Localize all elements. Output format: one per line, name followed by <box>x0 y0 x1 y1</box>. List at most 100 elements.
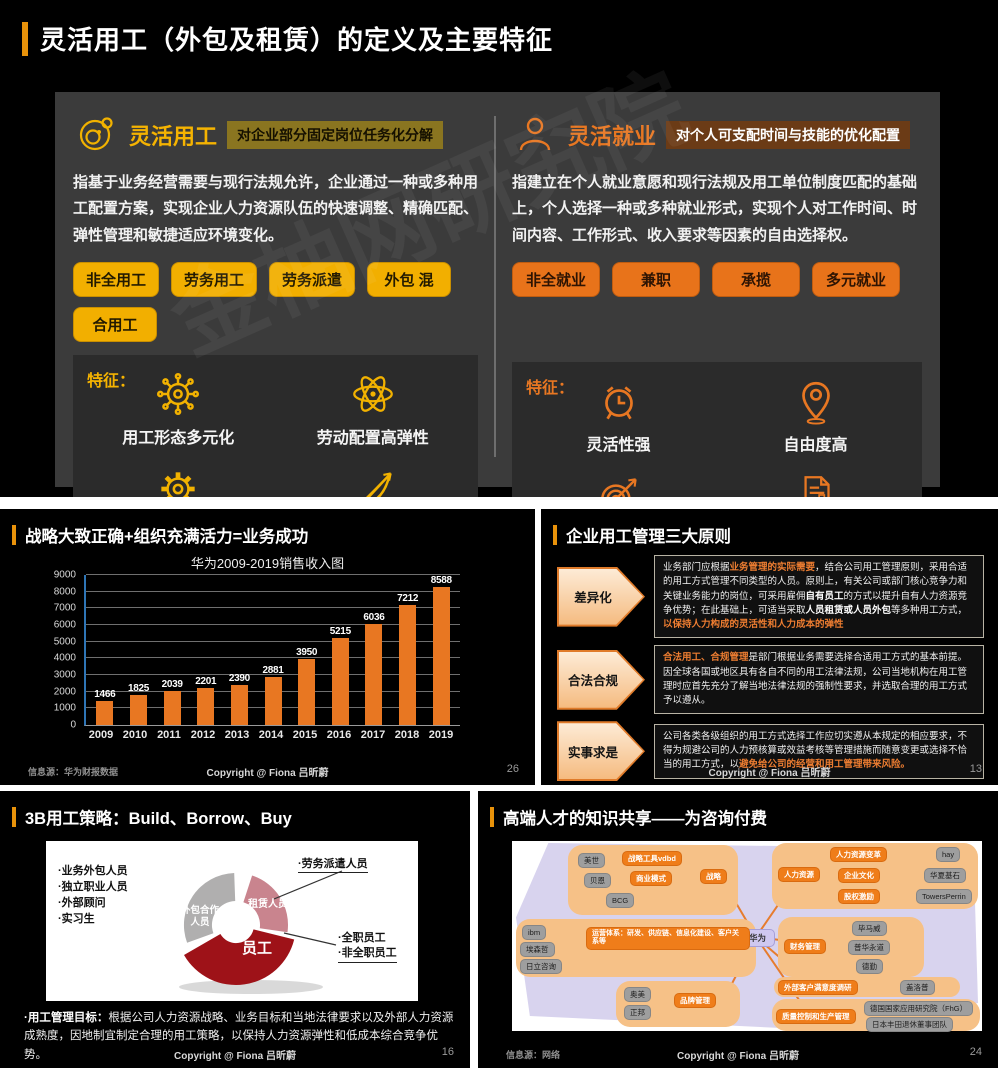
features-box: 特征： 灵活性强 <box>512 361 922 497</box>
source-note: 信息源：网络 <box>506 1050 561 1060</box>
features-label: 特征： <box>526 379 575 397</box>
slide-title: 3B用工策略：Build、Borrow、Buy <box>25 810 292 828</box>
column-header: 灵活就业 对个人可支配时间与技能的优化配置 <box>512 112 922 158</box>
slide-title-row: 战略大致正确+组织充满活力=业务成功 <box>12 523 308 547</box>
title-accent-bar <box>22 21 28 56</box>
text-segment: 业务管理的实际需要 <box>729 562 816 573</box>
mindmap-node: 德国国家应用研究院（FhG） <box>864 1001 974 1016</box>
pill-laowu-paiqian: 劳务派遣 <box>269 261 356 297</box>
section-tag: 对企业部分固定岗位任务化分解 <box>227 121 444 149</box>
feature-label: 用工形态多元化 <box>122 429 235 447</box>
copyright: Copyright @ Fiona 吕昕蔚 <box>677 1051 799 1062</box>
pill-duoyuan-jiuye: 多元就业 <box>812 261 900 297</box>
feature-cell: 灵活性强 <box>520 376 717 455</box>
principle-text: 公司各类各级组织的用工方式选择工作应切实遵从本规定的相应要求，不得为规避公司的人… <box>654 723 984 779</box>
mindmap-node: ibm <box>522 925 547 940</box>
bar-value-label: 2881 <box>262 664 284 676</box>
feature-label: 劳动配置高弹性 <box>316 429 429 447</box>
bar <box>298 659 316 725</box>
donut-chart <box>179 870 343 994</box>
list-item: ·非全职员工 <box>338 947 397 959</box>
copyright: Copyright @ Fiona 吕昕蔚 <box>174 1051 296 1062</box>
gridline <box>86 624 460 625</box>
mindmap-node: 毕马威 <box>852 921 887 936</box>
work-type-pills: 非全用工 劳务用工 劳务派遣 外包 混 合用工 <box>73 261 478 342</box>
bar <box>365 624 383 725</box>
location-pin-icon <box>801 381 830 425</box>
copyright: Copyright @ Fiona 吕昕蔚 <box>708 768 831 779</box>
segment-employee <box>184 929 295 986</box>
arrow-shape: 差异化 <box>557 566 645 627</box>
text-segment: 合法用工、合规管理 <box>663 652 749 664</box>
page-number: 13 <box>969 763 982 775</box>
title-accent-bar <box>12 807 16 827</box>
flex-jobs-column: 灵活就业 对个人可支配时间与技能的优化配置 指建立在个人就业意愿和现行法规及用工… <box>512 112 922 497</box>
slide-flex-definition: 灵活用工（外包及租赁）的定义及主要特征 金柚网研究院 灵活用工 对企业部分固定岗… <box>0 0 998 497</box>
atom-icon <box>352 375 393 412</box>
copyright: Copyright @ Fiona 吕昕蔚 <box>206 768 329 779</box>
mindmap-node: 奥美 <box>624 987 651 1002</box>
section-heading: 灵活用工 <box>129 124 218 149</box>
features-label: 特征： <box>87 372 136 390</box>
slide-title-row: 企业用工管理三大原则 <box>553 523 731 547</box>
slide-footer: 信息源：华为财报数据 Copyright @ Fiona 吕昕蔚 26 <box>0 763 535 779</box>
goal-label: ·用工管理目标： <box>24 1012 109 1024</box>
gridline <box>86 640 460 642</box>
gridline <box>86 657 460 659</box>
bar-value-label: 2201 <box>195 676 217 688</box>
slide-title: 高端人才的知识共享——为咨询付费 <box>503 810 767 828</box>
mindmap-hub: 外部客户满意度调研 <box>778 980 858 995</box>
y-tick-label: 0 <box>70 719 76 731</box>
feature-cell: 自由度高 <box>717 376 914 455</box>
bar <box>230 685 248 725</box>
bar <box>197 688 215 725</box>
bar-group: 8588 <box>424 575 458 725</box>
text-segment: 避免给公司的经营和用工管理带来风险。 <box>739 759 911 771</box>
flex-employment-column: 灵活用工 对企业部分固定岗位任务化分解 指基于业务经营需要与现行法规允许，企业通… <box>73 112 479 497</box>
bar-value-label: 7212 <box>397 592 419 604</box>
text-segment: 是部门根据业务需要选择合适用工方式的基本前提。因全球各国或地区具有各自不同的用工… <box>663 652 968 706</box>
title-accent-bar <box>553 525 557 545</box>
x-tick-label: 2014 <box>258 729 284 741</box>
bar-group: 2390 <box>223 575 257 725</box>
mindmap-node: hay <box>936 847 961 862</box>
chart-plot: 1466 1825 2039 2201 2390 2881 3950 5215 6036 7212… <box>84 574 460 726</box>
mindmap-hub: 运营体系：研发、供应链、信息化建设、客户关系等 <box>586 927 750 950</box>
section-tag: 对个人可支配时间与技能的优化配置 <box>666 121 911 149</box>
mindmap-node: 企业文化 <box>838 868 880 883</box>
bar-value-label: 1466 <box>94 688 116 700</box>
section-heading: 灵活就业 <box>568 124 657 149</box>
segment-label-outsource: 外包合作人员 <box>180 905 219 928</box>
definition-paragraph: 指建立在个人就业意愿和现行法规及用工单位制度匹配的基础上，个人选择一种或多种就业… <box>512 174 918 244</box>
bar-value-label: 6036 <box>363 612 385 624</box>
feature-label: 灵活性强 <box>586 436 651 454</box>
document-icon <box>803 475 830 497</box>
slide-huawei-revenue: 战略大致正确+组织充满活力=业务成功 华为2009-2019销售收入图 0 100… <box>0 509 535 785</box>
chart-x-labels: 2009 2010 2011 2012 2013 2014 2015 2016 2017 2018… <box>84 729 458 741</box>
definition-paragraph: 指基于业务经营需要与现行法规允许，企业通过一种或多种用工配置方案，实现企业人力资… <box>73 174 479 244</box>
y-tick-label: 4000 <box>53 652 76 664</box>
mindmap-node: 埃森哲 <box>520 942 555 957</box>
y-tick-label: 1000 <box>53 702 76 714</box>
mindmap-node: 贝恩 <box>584 873 611 888</box>
x-tick-label: 2013 <box>224 729 250 741</box>
mindmap-node: 德勤 <box>856 959 883 974</box>
mindmap-node: 战略工具vdbd <box>622 851 682 866</box>
mindmap-diagram: 华为 美世 战略工具vdbd 贝恩 商业模式 BCG 战略 ibm 埃森哲 日立… <box>512 841 982 1032</box>
list-item: ·实习生 <box>58 913 95 925</box>
mindmap-node: 华夏基石 <box>924 868 966 883</box>
job-type-pills: 非全就业 兼职 承揽 多元就业 <box>512 261 922 297</box>
text-segment: 业务部门应根据 <box>663 562 730 573</box>
feature-cell: 劳动配置高弹性 <box>276 369 471 448</box>
bar-value-label: 3950 <box>296 647 318 659</box>
principle-row: 合法合规 合法用工、合规管理是部门根据业务需要选择合适用工方式的基本前提。因全球… <box>557 645 984 715</box>
bar-group: 1825 <box>122 575 156 725</box>
y-tick-label: 6000 <box>53 619 76 631</box>
text-segment: 公司各类各级组织的用工方式选择工作应切实遵从本规定的相应要求，不得为规避公司的人… <box>663 730 968 771</box>
chart-title: 华为2009-2019销售收入图 <box>190 556 345 571</box>
feature-cell: 重结果交付 <box>276 464 471 497</box>
bar-value-label: 5215 <box>329 626 351 638</box>
bar-value-label: 8588 <box>430 575 452 586</box>
mindmap-node: 正邦 <box>624 1005 651 1020</box>
bar-value-label: 2039 <box>161 679 183 691</box>
